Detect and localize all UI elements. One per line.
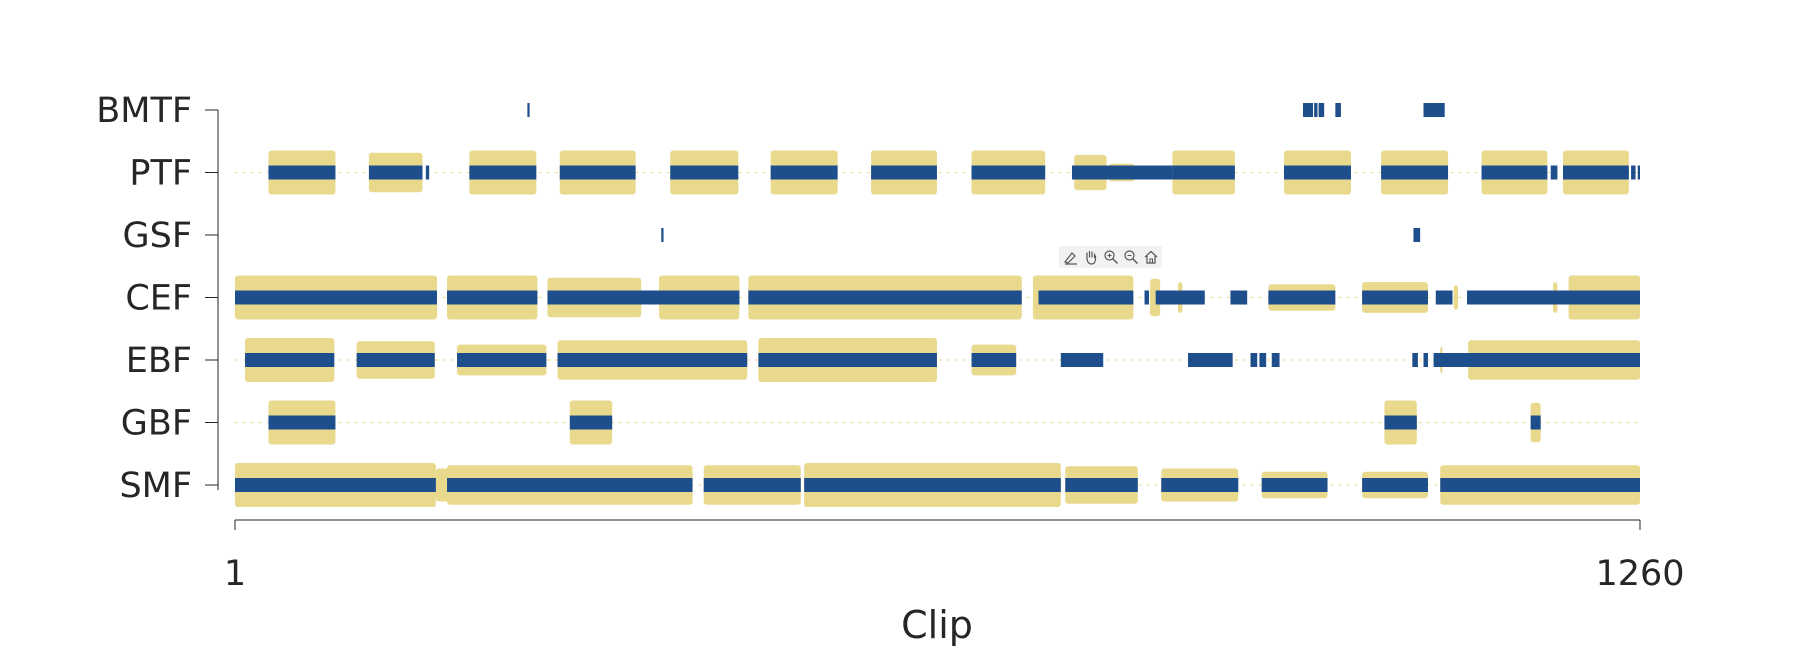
activity-bar-ptf-16 bbox=[1172, 165, 1235, 180]
activity-bar-ptf-21 bbox=[1562, 165, 1629, 180]
activity-bar-ebf-4 bbox=[758, 353, 937, 367]
activity-bar-ptf-7 bbox=[871, 165, 937, 180]
activity-bar-gbf-2 bbox=[1384, 415, 1417, 430]
activity-bar-smf-2 bbox=[703, 478, 801, 492]
activity-bar-ptf-18 bbox=[1381, 165, 1449, 180]
activity-bar-bmtf-4 bbox=[1335, 103, 1341, 117]
activity-bar-bmtf-0 bbox=[527, 103, 530, 117]
y-label-gsf: GSF bbox=[123, 216, 192, 256]
activity-bar-cef-4 bbox=[1038, 290, 1134, 305]
activity-bar-cef-11 bbox=[1467, 290, 1640, 305]
envelope-cef-6 bbox=[1150, 278, 1161, 317]
activity-bar-ptf-1 bbox=[368, 165, 423, 180]
activity-bar-layer bbox=[235, 103, 1640, 492]
zoom-in-icon bbox=[1103, 250, 1118, 264]
x-tick-label-start: 1 bbox=[224, 554, 246, 594]
activity-bar-ptf-5 bbox=[670, 165, 739, 180]
activity-bar-ebf-6 bbox=[1060, 353, 1104, 367]
brush-button[interactable] bbox=[1061, 246, 1080, 268]
activity-bar-ptf-8 bbox=[971, 165, 1046, 180]
activity-bar-cef-9 bbox=[1362, 290, 1428, 305]
activity-bar-bmtf-2 bbox=[1314, 103, 1318, 117]
activity-bar-ptf-22 bbox=[1631, 165, 1636, 180]
x-axis: 1 1260 Clip bbox=[224, 519, 1685, 647]
x-axis-label: Clip bbox=[901, 603, 973, 647]
y-label-gbf: GBF bbox=[121, 404, 192, 444]
zoom-out-icon bbox=[1123, 250, 1138, 264]
y-axis-labels: BMTF PTF GSF CEF EBF GBF SMF bbox=[96, 91, 192, 506]
activity-bar-ebf-9 bbox=[1259, 353, 1267, 367]
activity-bar-ebf-12 bbox=[1423, 353, 1428, 367]
activity-bar-smf-6 bbox=[1261, 478, 1328, 492]
pan-icon bbox=[1085, 250, 1096, 265]
y-label-ebf: EBF bbox=[126, 341, 192, 381]
activity-bar-ptf-4 bbox=[559, 165, 636, 180]
pan-button[interactable] bbox=[1081, 246, 1100, 268]
activity-bar-cef-8 bbox=[1268, 290, 1336, 305]
activity-bar-smf-4 bbox=[1065, 478, 1138, 492]
activity-bar-cef-10 bbox=[1435, 290, 1453, 305]
activity-bar-ptf-15 bbox=[1137, 165, 1173, 180]
home-button[interactable] bbox=[1141, 246, 1160, 268]
activity-bar-ebf-10 bbox=[1271, 353, 1280, 367]
activity-bar-ebf-1 bbox=[356, 353, 435, 367]
activity-bar-ebf-2 bbox=[457, 353, 547, 367]
y-label-ptf: PTF bbox=[129, 154, 192, 194]
x-tick-label-end: 1260 bbox=[1595, 554, 1684, 594]
activity-bar-smf-8 bbox=[1440, 478, 1640, 492]
envelope-cef-10 bbox=[1453, 285, 1459, 310]
activity-bar-bmtf-1 bbox=[1302, 103, 1314, 117]
activity-bar-smf-5 bbox=[1161, 478, 1239, 492]
zoom-out-button[interactable] bbox=[1121, 246, 1140, 268]
activity-bar-ebf-3 bbox=[557, 353, 748, 367]
activity-bar-ptf-6 bbox=[770, 165, 838, 180]
activity-bar-cef-7 bbox=[1230, 290, 1248, 305]
activity-bar-bmtf-5 bbox=[1423, 103, 1445, 117]
activity-bar-ptf-14 bbox=[1071, 165, 1139, 180]
activity-bar-ptf-19 bbox=[1481, 165, 1548, 180]
activity-bar-cef-0 bbox=[235, 290, 437, 305]
brush-icon bbox=[1063, 252, 1077, 265]
activity-bar-ebf-13 bbox=[1433, 353, 1640, 367]
activity-bar-gbf-0 bbox=[268, 415, 336, 430]
activity-bar-cef-1 bbox=[447, 290, 538, 305]
activity-bar-gsf-0 bbox=[661, 228, 664, 242]
activity-bar-ebf-8 bbox=[1250, 353, 1258, 367]
activity-bar-ptf-3 bbox=[469, 165, 537, 180]
activity-bar-ebf-7 bbox=[1188, 353, 1233, 367]
axes-toolbar bbox=[1059, 246, 1162, 268]
envelope-layer bbox=[235, 150, 1640, 507]
activity-bar-ebf-0 bbox=[245, 353, 335, 367]
activity-bar-gbf-1 bbox=[569, 415, 613, 430]
y-label-bmtf: BMTF bbox=[96, 91, 192, 131]
activity-bar-gbf-3 bbox=[1530, 415, 1541, 430]
y-label-cef: CEF bbox=[125, 279, 192, 319]
activity-bar-cef-2 bbox=[547, 290, 740, 305]
activity-bar-bmtf-3 bbox=[1318, 103, 1325, 117]
activity-bar-ptf-0 bbox=[268, 165, 336, 180]
activity-bar-ptf-23 bbox=[1637, 165, 1640, 180]
activity-bar-gsf-1 bbox=[1413, 228, 1421, 242]
y-label-smf: SMF bbox=[119, 466, 192, 506]
activity-bar-ptf-20 bbox=[1550, 165, 1558, 180]
activity-bar-ebf-5 bbox=[971, 353, 1017, 367]
zoom-in-button[interactable] bbox=[1101, 246, 1120, 268]
activity-bar-cef-6 bbox=[1155, 290, 1205, 305]
activity-bar-cef-3 bbox=[748, 290, 1022, 305]
activity-bar-ptf-17 bbox=[1284, 165, 1351, 180]
activity-bar-cef-5 bbox=[1144, 290, 1149, 305]
activity-bar-smf-7 bbox=[1362, 478, 1428, 492]
activity-bar-smf-0 bbox=[235, 478, 436, 492]
activity-bar-ptf-2 bbox=[425, 165, 430, 180]
y-axis bbox=[205, 109, 219, 490]
home-icon bbox=[1144, 250, 1157, 264]
activity-bar-ebf-11 bbox=[1412, 353, 1418, 367]
activity-bar-smf-1 bbox=[447, 478, 693, 492]
activity-bar-smf-3 bbox=[804, 478, 1061, 492]
